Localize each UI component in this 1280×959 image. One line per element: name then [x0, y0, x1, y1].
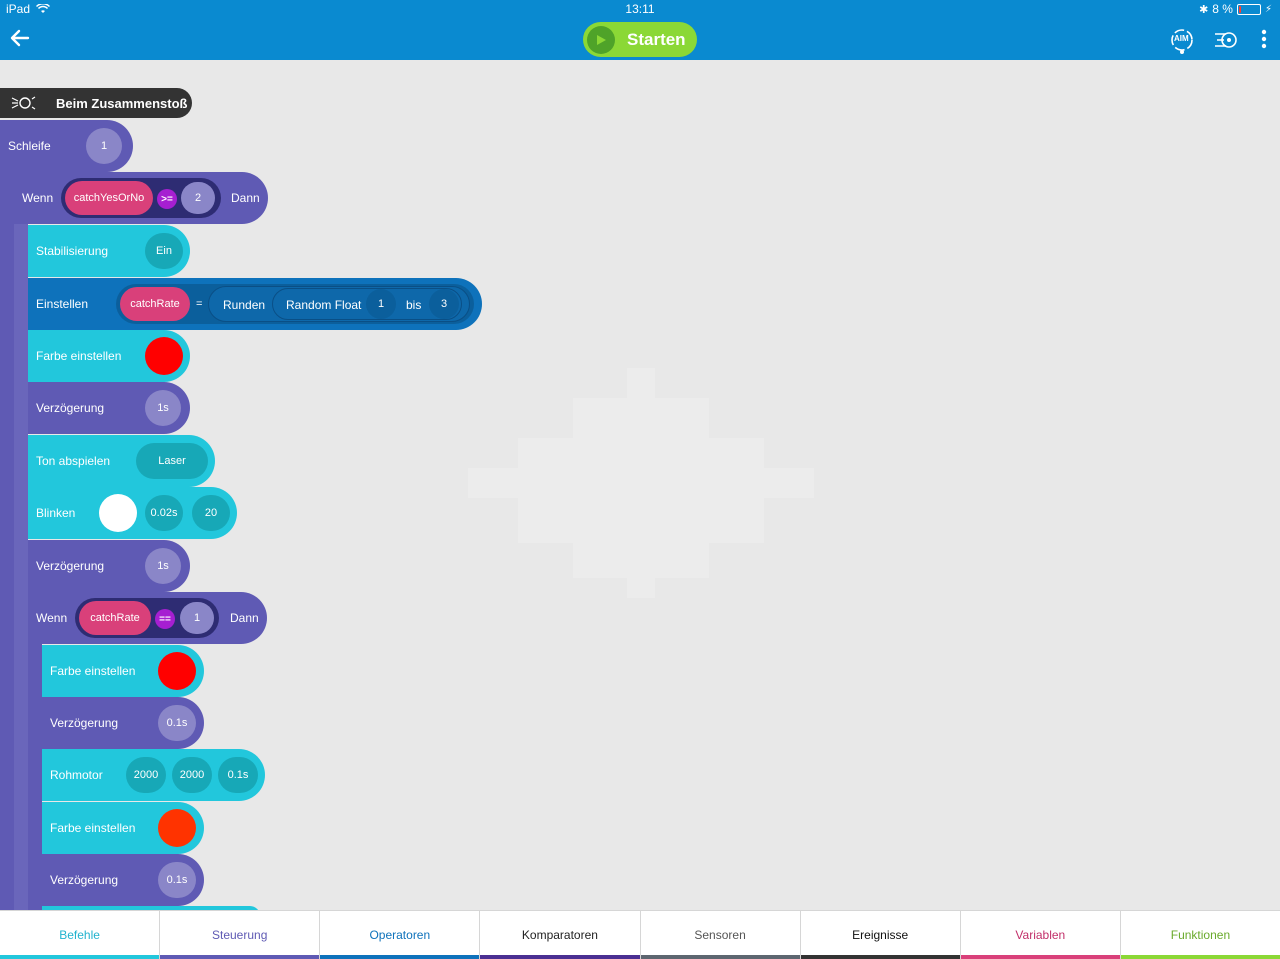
tab-color-bar: [800, 955, 960, 959]
tab-label: Funktionen: [1170, 928, 1231, 942]
tab-variablen[interactable]: Variablen: [960, 911, 1121, 959]
start-label: Starten: [627, 29, 686, 49]
status-time: 13:11: [625, 2, 655, 16]
start-button[interactable]: Starten: [583, 22, 697, 57]
tab-color-bar: [480, 955, 640, 959]
tab-color-bar: [1120, 955, 1280, 959]
tab-color-bar: [960, 955, 1120, 959]
random-to-value[interactable]: 3: [429, 289, 459, 319]
tab-sensoren[interactable]: Sensoren: [640, 911, 801, 959]
tab-komparatoren[interactable]: Komparatoren: [480, 911, 641, 959]
greater-equal-operator[interactable]: >=: [157, 189, 177, 209]
stabilization-label: Stabilisierung: [36, 244, 109, 258]
event-label: Beim Zusammenstoß: [56, 95, 188, 111]
color-swatch[interactable]: [158, 652, 196, 690]
variable-catchrate[interactable]: catchRate: [120, 287, 190, 321]
delay-value[interactable]: 1s: [145, 548, 181, 584]
tab-label: Ereignisse: [852, 928, 909, 942]
top-bar: iPad 13:11 ✱ 8 % ⚡ Starten AIM: [0, 0, 1280, 60]
color-swatch[interactable]: [158, 809, 196, 847]
variable-catchrate-2[interactable]: catchRate: [79, 601, 151, 635]
tab-ereignisse[interactable]: Ereignisse: [800, 911, 961, 959]
tab-steuerung[interactable]: Steuerung: [160, 911, 321, 959]
tab-color-bar: [320, 955, 480, 959]
tab-color-bar: [160, 955, 320, 959]
if2-label: Wenn: [36, 611, 68, 625]
category-tabs: Befehle Steuerung Operatoren Komparatoren Se…: [0, 910, 1280, 959]
play-icon: [587, 25, 615, 54]
aim-label: AIM: [1174, 34, 1189, 43]
battery-icon: [1236, 3, 1261, 15]
battery-fill: [1238, 5, 1241, 13]
delay-label: Verzögerung: [50, 716, 119, 730]
if-compare-value[interactable]: 2: [181, 182, 215, 214]
delay-value[interactable]: 0.1s: [158, 862, 196, 898]
to-label: bis: [406, 298, 422, 312]
tab-label: Variablen: [1015, 928, 1066, 942]
sound-value[interactable]: Laser: [136, 443, 208, 479]
tab-befehle[interactable]: Befehle: [0, 911, 161, 959]
battery-percent: 8 %: [1212, 2, 1233, 16]
motor-right-value[interactable]: 2000: [172, 757, 212, 793]
equals-sign: =: [196, 298, 203, 310]
then2-label: Dann: [230, 611, 259, 625]
blink-color-swatch[interactable]: [99, 494, 137, 532]
status-left: iPad: [6, 2, 51, 16]
round-label: Runden: [223, 298, 266, 312]
set-color-label: Farbe einstellen: [50, 664, 136, 678]
blink-count[interactable]: 20: [192, 495, 230, 531]
loop-rail: [0, 140, 14, 910]
tab-label: Befehle: [59, 928, 100, 942]
status-right: ✱ 8 % ⚡: [1199, 2, 1272, 16]
delay-label: Verzögerung: [36, 401, 105, 415]
tab-label: Operatoren: [369, 928, 431, 942]
more-menu-icon[interactable]: [1250, 26, 1278, 54]
aim-icon[interactable]: AIM: [1168, 26, 1196, 54]
if2-compare-value[interactable]: 1: [180, 602, 214, 634]
play-sound-label: Ton abspielen: [36, 454, 111, 468]
motor-time-value[interactable]: 0.1s: [218, 757, 258, 793]
delay-label: Verzögerung: [50, 873, 119, 887]
random-from-value[interactable]: 1: [366, 289, 396, 319]
blink-label: Blinken: [36, 506, 76, 520]
delay-label: Verzögerung: [36, 559, 105, 573]
color-swatch[interactable]: [145, 337, 183, 375]
charging-icon: ⚡: [1264, 3, 1272, 15]
device-name: iPad: [6, 2, 31, 16]
delay-value[interactable]: 1s: [145, 390, 181, 426]
stabilization-value[interactable]: Ein: [145, 233, 183, 269]
next-block-partial[interactable]: [42, 906, 260, 910]
collision-icon: [11, 96, 36, 110]
loop-count[interactable]: 1: [86, 128, 122, 164]
back-arrow-icon[interactable]: [8, 26, 32, 50]
equals-operator[interactable]: ==: [155, 609, 175, 629]
variable-catchyesorno[interactable]: catchYesOrNo: [65, 181, 153, 215]
tab-color-bar: [640, 955, 800, 959]
then-label: Dann: [231, 191, 260, 205]
program-canvas[interactable]: Beim Zusammenstoß Schleife 1 Wenn Dann c…: [0, 60, 1280, 910]
drive-settings-icon[interactable]: [1212, 26, 1240, 54]
tab-label: Sensoren: [694, 928, 746, 942]
tab-color-bar: [0, 955, 160, 959]
tab-label: Komparatoren: [521, 928, 598, 942]
tab-operatoren[interactable]: Operatoren: [320, 911, 481, 959]
motor-left-value[interactable]: 2000: [126, 757, 166, 793]
if-label: Wenn: [22, 191, 54, 205]
event-block[interactable]: Beim Zusammenstoß: [0, 88, 192, 118]
tab-funktionen[interactable]: Funktionen: [1120, 911, 1280, 959]
loop-label: Schleife: [8, 139, 51, 153]
raw-motor-label: Rohmotor: [50, 768, 103, 782]
tab-label: Steuerung: [211, 928, 268, 942]
if2-rail: [28, 590, 42, 910]
blink-duration[interactable]: 0.02s: [145, 495, 183, 531]
wifi-icon: [36, 4, 51, 13]
delay-value[interactable]: 0.1s: [158, 705, 196, 741]
bluetooth-icon: ✱: [1199, 3, 1209, 16]
if-rail: [14, 172, 28, 910]
set-color-label: Farbe einstellen: [36, 349, 122, 363]
random-float-label: Random Float: [286, 298, 362, 312]
set-color-label: Farbe einstellen: [50, 821, 136, 835]
background-watermark: [468, 468, 814, 498]
set-label: Einstellen: [36, 297, 89, 311]
